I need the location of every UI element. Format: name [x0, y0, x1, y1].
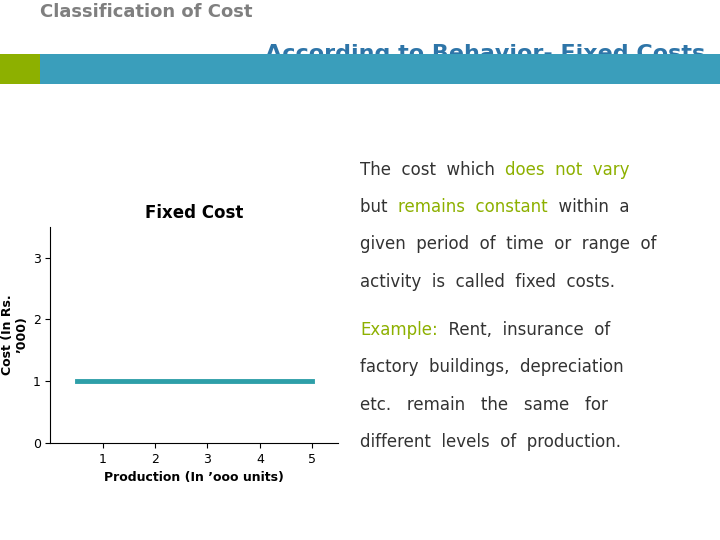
Text: within  a: within a: [548, 198, 629, 216]
X-axis label: Production (In ’ooo units): Production (In ’ooo units): [104, 471, 284, 484]
Text: different  levels  of  production.: different levels of production.: [360, 433, 621, 451]
Text: but: but: [360, 198, 398, 216]
Y-axis label: Cost (In Rs.
’000): Cost (In Rs. ’000): [1, 294, 29, 375]
Text: The  cost  which: The cost which: [360, 161, 505, 179]
Text: does  not  vary: does not vary: [505, 161, 630, 179]
Text: factory  buildings,  depreciation: factory buildings, depreciation: [360, 359, 624, 376]
Text: etc.   remain   the   same   for: etc. remain the same for: [360, 396, 608, 414]
Text: Rent,  insurance  of: Rent, insurance of: [438, 321, 610, 339]
Title: Fixed Cost: Fixed Cost: [145, 205, 243, 222]
Text: Example:: Example:: [360, 321, 438, 339]
Text: given  period  of  time  or  range  of: given period of time or range of: [360, 235, 657, 253]
Text: activity  is  called  fixed  costs.: activity is called fixed costs.: [360, 273, 615, 291]
Text: Classification of Cost: Classification of Cost: [40, 3, 252, 21]
Text: remains  constant: remains constant: [398, 198, 548, 216]
Text: According to Behavior- Fixed Costs: According to Behavior- Fixed Costs: [266, 44, 706, 64]
